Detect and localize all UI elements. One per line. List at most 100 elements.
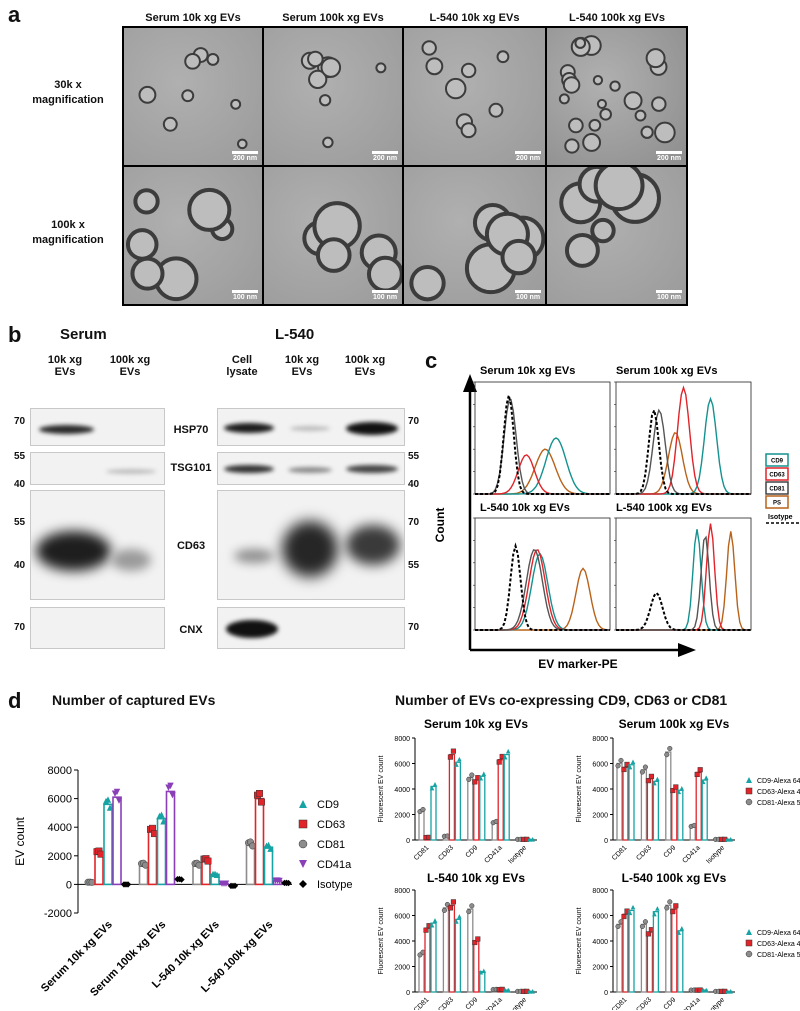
vesicle xyxy=(425,57,444,76)
sub-bar xyxy=(646,778,654,841)
data-point xyxy=(204,857,212,865)
data-point xyxy=(627,910,633,916)
blot-serum-cnx xyxy=(30,607,165,649)
data-point xyxy=(213,871,221,878)
sub-x-tick-label: CD41a xyxy=(483,996,503,1010)
y-tick-label: -2000 xyxy=(44,908,72,920)
sub-bar xyxy=(479,970,486,993)
scale-bar-label: 100 nm xyxy=(372,294,398,301)
mw-right-55a: 55 xyxy=(408,451,420,462)
histogram-cd9 xyxy=(616,529,751,631)
data-point xyxy=(115,797,123,804)
em-image: 100 nm xyxy=(263,166,403,305)
sub-x-tick-label: CD41a xyxy=(483,844,503,864)
flow-legend-box xyxy=(765,453,789,467)
vesicle xyxy=(568,117,584,134)
data-point xyxy=(700,779,706,785)
data-point xyxy=(469,772,475,778)
flow-plot-frame xyxy=(474,517,611,631)
data-point xyxy=(676,789,682,795)
vesicle xyxy=(488,102,504,118)
flow-plot-frame xyxy=(615,381,752,495)
data-point xyxy=(256,790,263,797)
flow-plot-title: Serum 10k xg EVs xyxy=(480,365,575,377)
flow-legend-label: CD63 xyxy=(769,473,785,479)
y-tick-label: 2000 xyxy=(48,851,72,863)
histogram-cd81 xyxy=(475,398,610,495)
serum-title: Serum xyxy=(60,326,107,343)
bar xyxy=(112,796,122,886)
em-image-grid: 200 nm 200 nm 200 nm 200 nm 100 nm 100 nm 100 … xyxy=(122,26,688,306)
vesicle xyxy=(651,96,667,112)
data-point xyxy=(703,775,709,780)
panel-a-letter: a xyxy=(8,2,21,27)
bar xyxy=(147,830,158,886)
data-point xyxy=(673,903,679,909)
data-point xyxy=(630,759,636,765)
marker-cd63: CD63 xyxy=(176,540,206,552)
data-point xyxy=(475,936,481,942)
sub-y-tick-label: 6000 xyxy=(394,762,410,769)
data-point xyxy=(481,968,487,974)
vesicle-micrograph xyxy=(559,167,661,268)
data-point xyxy=(642,919,648,925)
protein-band xyxy=(234,549,274,563)
row-label-100k: 100k x magnification xyxy=(32,219,104,246)
sub-bar xyxy=(695,771,702,841)
col-header-4: L-540 100k xg EVs xyxy=(568,12,665,24)
scale-bar-line xyxy=(372,151,398,154)
data-point xyxy=(299,860,307,868)
data-point xyxy=(627,764,633,770)
mw-left-40a: 40 xyxy=(14,479,26,490)
vesicle xyxy=(588,118,602,132)
lane-serum-10k: 10k xg EVs xyxy=(47,354,83,378)
data-point xyxy=(457,914,462,919)
mw-right-70b: 70 xyxy=(408,517,420,528)
sub-y-tick-label: 2000 xyxy=(592,965,608,972)
sub-y-tick-label: 6000 xyxy=(592,762,608,769)
data-point xyxy=(466,776,472,782)
data-point xyxy=(505,987,511,993)
vesicle xyxy=(162,116,178,132)
data-point xyxy=(618,757,624,763)
histogram-cd9 xyxy=(616,396,751,495)
sub-legend-label: CD63-Alexa 488 xyxy=(757,789,800,796)
sub-legend-label: CD63-Alexa 488 xyxy=(757,941,800,948)
sub-y-tick-label: 8000 xyxy=(394,888,410,895)
data-point xyxy=(530,989,535,994)
data-point xyxy=(276,877,283,885)
data-point xyxy=(697,767,703,773)
lane-l540-100k: 100k xg EVs xyxy=(344,354,386,378)
sub-y-axis-label: Fluorescent EV count xyxy=(378,907,385,974)
data-point xyxy=(423,927,429,933)
bar xyxy=(254,797,265,886)
vesicle xyxy=(564,138,580,154)
data-point xyxy=(673,784,679,790)
scale-bar-line xyxy=(232,151,258,154)
sub-y-tick-label: 6000 xyxy=(394,914,410,921)
protein-band xyxy=(106,469,156,474)
sub-bar xyxy=(497,759,504,841)
bar xyxy=(156,817,167,886)
data-point xyxy=(104,796,112,803)
vesicle xyxy=(564,232,600,268)
histogram-cd63 xyxy=(616,523,751,631)
count-arrow-head xyxy=(463,374,477,392)
row-label-30k: 30k x magnification xyxy=(32,79,104,106)
blot-serum-tsg101 xyxy=(30,452,165,485)
sub-x-tick-label: CD9 xyxy=(663,996,678,1010)
vesicle xyxy=(184,52,201,70)
sub-x-tick-label: CD63 xyxy=(635,996,653,1010)
sub-y-tick-label: 0 xyxy=(604,990,608,997)
vesicle xyxy=(593,167,645,212)
data-point xyxy=(745,787,753,795)
vesicle xyxy=(590,217,616,244)
blot-serum-hsp70 xyxy=(30,408,165,446)
vesicle xyxy=(315,237,352,273)
flow-plot-title: L-540 100k xg EVs xyxy=(616,502,712,514)
data-point xyxy=(642,764,648,770)
data-point xyxy=(466,909,472,915)
data-point xyxy=(745,798,753,806)
sub-bar xyxy=(454,918,462,993)
bar xyxy=(103,803,113,886)
